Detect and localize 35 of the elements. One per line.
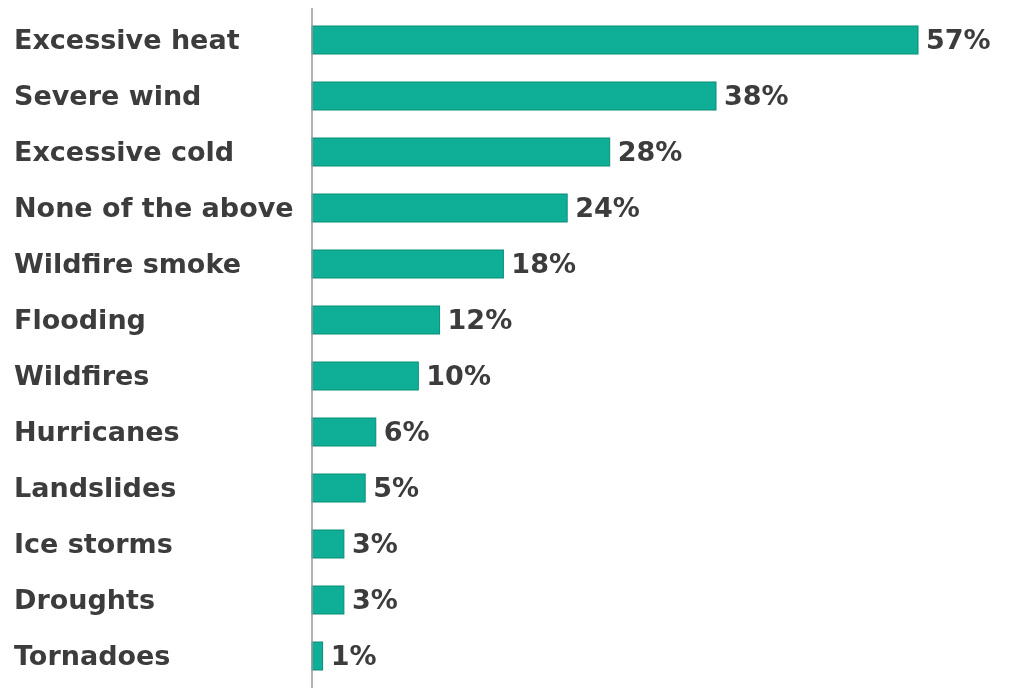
bar xyxy=(311,81,717,111)
data-label: 3% xyxy=(351,584,398,616)
y-tick-label: Excessive cold xyxy=(14,136,235,168)
bar xyxy=(311,193,568,223)
y-tick-label: Excessive heat xyxy=(14,24,240,56)
y-tick-label: Severe wind xyxy=(14,80,202,112)
bar xyxy=(311,25,919,55)
y-tick-label: Hurricanes xyxy=(14,416,180,448)
y-tick-label: None of the above xyxy=(14,192,294,224)
y-tick-label: Wildfire smoke xyxy=(14,248,241,280)
data-label: 38% xyxy=(724,80,789,112)
y-tick-label: Flooding xyxy=(14,304,146,336)
bar xyxy=(311,361,419,391)
data-label: 1% xyxy=(330,640,377,672)
data-label: 24% xyxy=(575,192,640,224)
bar xyxy=(311,417,377,447)
bar xyxy=(311,585,345,615)
data-label: 10% xyxy=(426,360,491,392)
data-label: 12% xyxy=(447,304,513,336)
data-label: 28% xyxy=(617,136,683,168)
bar xyxy=(311,137,611,167)
y-tick-label: Landslides xyxy=(14,472,177,504)
bar xyxy=(311,529,345,559)
y-tick-label: Ice storms xyxy=(14,528,173,560)
data-label: 6% xyxy=(383,416,430,448)
bar xyxy=(311,473,366,503)
y-tick-label: Tornadoes xyxy=(14,640,171,672)
data-label: 5% xyxy=(373,472,419,504)
bar xyxy=(311,305,441,335)
data-label: 3% xyxy=(351,528,398,560)
data-label: 57% xyxy=(926,24,991,56)
y-tick-label: Droughts xyxy=(14,584,156,616)
y-tick-label: Wildfires xyxy=(14,360,150,392)
data-label: 18% xyxy=(511,248,577,280)
bar xyxy=(311,249,504,279)
